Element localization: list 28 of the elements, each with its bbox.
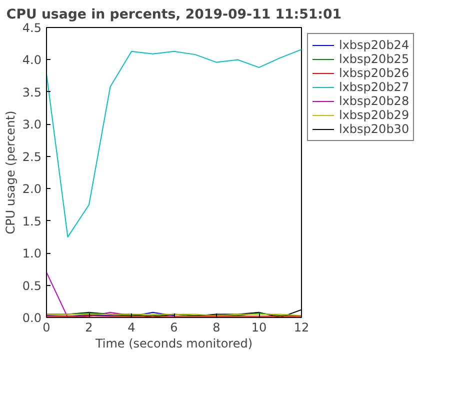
y-tick-label: 1.5 [22, 214, 42, 228]
y-axis-title: CPU usage (percent) [3, 110, 18, 234]
y-tick-label: 2.0 [22, 182, 42, 196]
x-tick-label: 4 [128, 320, 136, 334]
x-axis-title: Time (seconds monitored) [94, 336, 253, 350]
legend-label: lxbsp20b26 [339, 66, 410, 80]
legend-label: lxbsp20b27 [339, 80, 410, 94]
x-tick-label: 10 [251, 320, 267, 334]
chart-title: CPU usage in percents, 2019-09-11 11:51:01 [6, 8, 342, 22]
legend-label: lxbsp20b25 [339, 52, 410, 66]
x-tick-label: 0 [42, 320, 50, 334]
y-tick-label: 2.5 [22, 150, 42, 164]
line-series [46, 48, 302, 238]
legend-label: lxbsp20b28 [339, 94, 410, 108]
x-tick-label: 12 [294, 320, 310, 334]
x-tick-label: 2 [85, 320, 93, 334]
y-tick-label: 1.0 [22, 246, 42, 261]
x-tick-label: 8 [212, 320, 220, 334]
y-tick-label: 4.0 [22, 53, 42, 68]
y-tick-label: 0.5 [22, 278, 42, 293]
y-tick-label: 0.0 [22, 311, 42, 325]
y-tick-label: 4.5 [22, 21, 42, 35]
y-tick-label: 3.0 [22, 118, 42, 132]
legend-label: lxbsp20b30 [339, 122, 410, 136]
x-tick-label: 6 [170, 320, 178, 334]
y-tick-label: 3.5 [22, 85, 42, 100]
legend-label: lxbsp20b29 [339, 108, 410, 122]
legend-label: lxbsp20b24 [339, 38, 410, 52]
